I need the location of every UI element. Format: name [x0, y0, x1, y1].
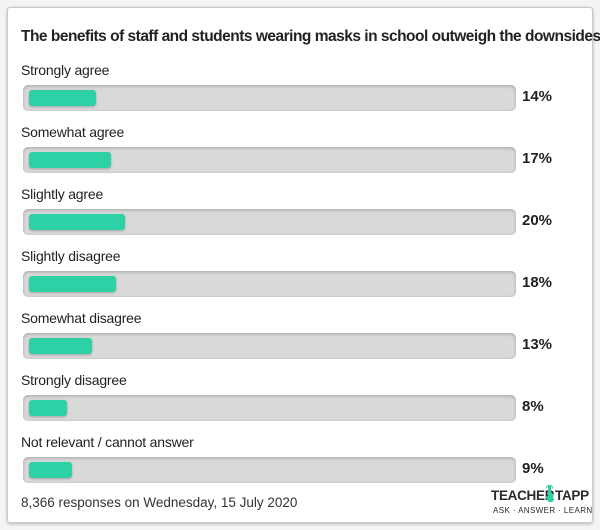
value-label: 13%: [522, 336, 553, 353]
chart-card: The benefits of staff and students weari…: [7, 7, 600, 523]
logo-word-teacher: TEACHER: [491, 488, 555, 503]
bar: [29, 214, 125, 230]
category-label: Slightly disagree: [21, 248, 121, 264]
tap-finger-icon: [545, 485, 554, 502]
bar: [29, 462, 72, 478]
bar: [29, 152, 111, 168]
bar-row: Somewhat disagree 13%: [8, 310, 592, 366]
value-label: 14%: [522, 88, 553, 105]
bar-track: [23, 85, 516, 111]
value-label: 8%: [522, 398, 544, 415]
logo-word-tapp: TAPP: [555, 488, 589, 503]
value-label: 20%: [522, 212, 553, 229]
chart-title: The benefits of staff and students weari…: [21, 28, 600, 45]
bar-track: [23, 209, 516, 235]
bar-row: Strongly disagree 8%: [8, 372, 592, 428]
bar: [29, 90, 96, 106]
teachertapp-logo: TEACHER TAPP ASK · ANSWER · LEARN: [491, 485, 592, 520]
category-label: Slightly agree: [21, 186, 104, 202]
bar-track: [23, 333, 516, 359]
value-label: 17%: [522, 150, 553, 167]
bar-track: [23, 395, 516, 421]
value-label: 9%: [522, 460, 544, 477]
bar-row: Strongly agree 14%: [8, 62, 592, 118]
bar-track: [23, 271, 516, 297]
category-label: Strongly disagree: [21, 372, 127, 388]
bar-row: Not relevant / cannot answer 9%: [8, 434, 592, 490]
bar-row: Somewhat agree 17%: [8, 124, 592, 180]
response-count: 8,366 responses on Wednesday, 15 July 20…: [21, 495, 298, 510]
bar: [29, 276, 116, 292]
logo-tagline: ASK · ANSWER · LEARN: [493, 506, 593, 515]
value-label: 18%: [522, 274, 553, 291]
category-label: Somewhat agree: [21, 124, 125, 140]
bar-track: [23, 457, 516, 483]
category-label: Not relevant / cannot answer: [21, 434, 194, 450]
category-label: Somewhat disagree: [21, 310, 142, 326]
bar-row: Slightly agree 20%: [8, 186, 592, 242]
bar-track: [23, 147, 516, 173]
bar: [29, 400, 67, 416]
bar: [29, 338, 92, 354]
category-label: Strongly agree: [21, 62, 110, 78]
bar-row: Slightly disagree 18%: [8, 248, 592, 304]
